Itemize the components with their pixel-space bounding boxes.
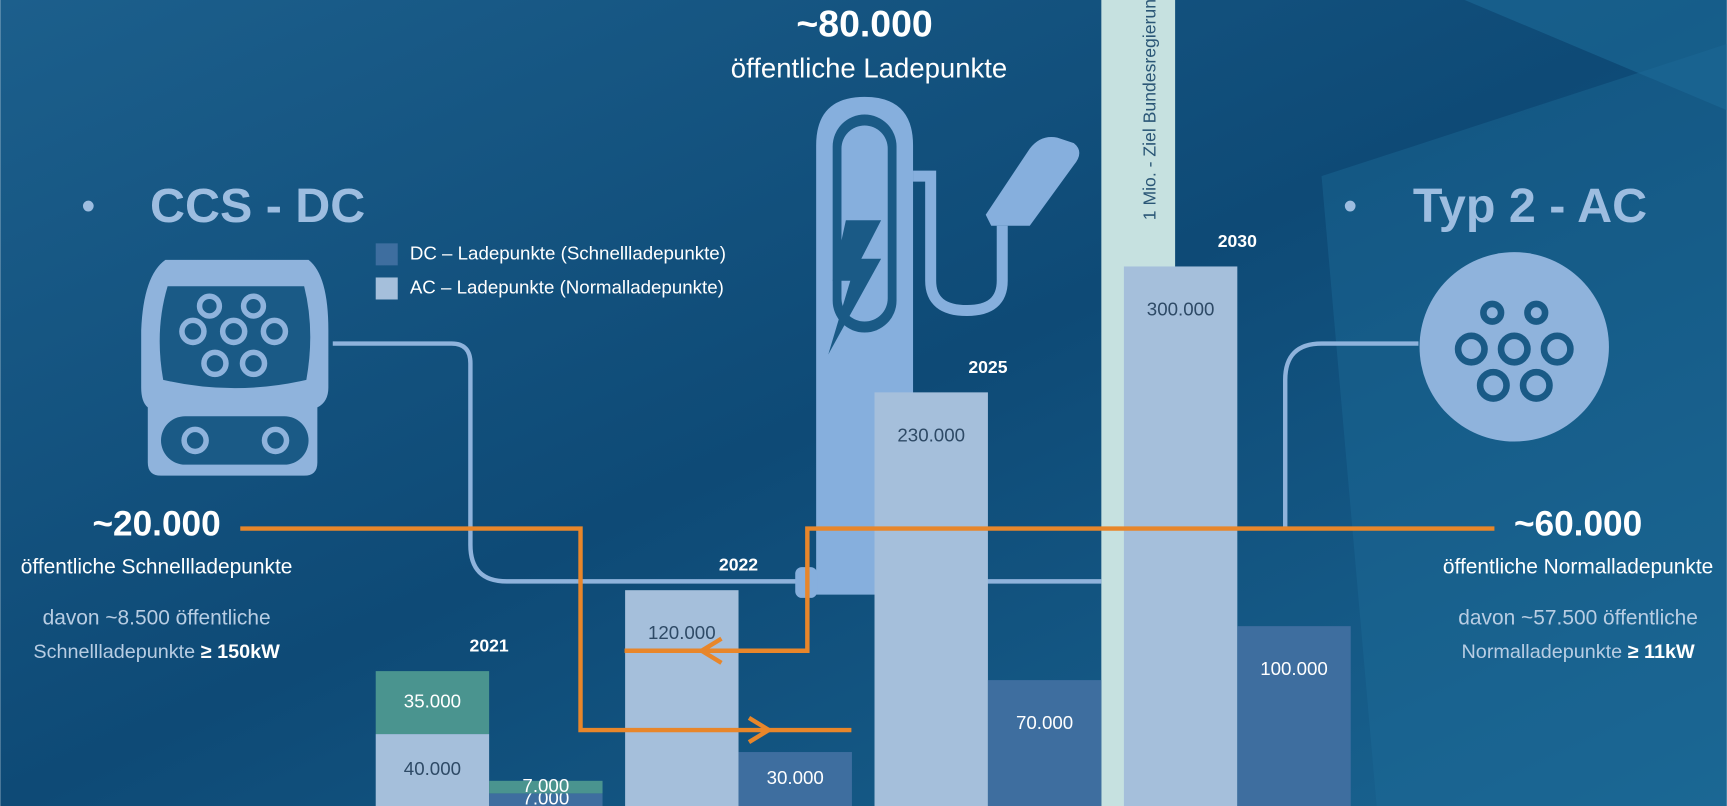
left-note-bold: ≥ 150kW	[201, 641, 280, 663]
right-heading: Typ 2 - AC	[1413, 179, 1647, 233]
category-label: 2022	[719, 555, 758, 575]
category-label: 2025	[968, 357, 1007, 377]
bar	[988, 680, 1101, 806]
value-label: 35.000	[404, 691, 461, 712]
right-note-bold: ≥ 11kW	[1628, 641, 1695, 663]
bar	[1237, 626, 1350, 806]
value-label: 30.000	[767, 767, 824, 788]
left-note: davon ~8.500 öffentliche	[43, 606, 271, 629]
right-note: Normalladepunkte ≥ 11kW	[1462, 641, 1695, 663]
bar	[875, 392, 988, 806]
right-label: öffentliche Normalladepunkte	[1443, 556, 1713, 579]
right-note: davon ~57.500 öffentliche	[1458, 606, 1698, 629]
left-label: öffentliche Schnellladepunkte	[21, 556, 293, 579]
left-count: ~20.000	[92, 505, 220, 544]
value-label: 300.000	[1147, 298, 1215, 319]
category-label: 2021	[470, 636, 509, 656]
value-label: 120.000	[648, 622, 716, 643]
legend-swatch	[376, 243, 398, 265]
total-count: ~80.000	[796, 2, 932, 44]
value-label: 40.000	[404, 758, 461, 779]
left-note: Schnellladepunkte ≥ 150kW	[33, 641, 280, 663]
slide: ~80.000 öffentliche Ladepunkte 1 Mio. - …	[0, 0, 1727, 806]
bullet: •	[1343, 185, 1357, 229]
ccs-icon	[141, 260, 328, 476]
value-label: 70.000	[1016, 712, 1073, 733]
target-note: 1 Mio. - Ziel Bundesregierung	[1140, 0, 1160, 220]
right-note-text: Normalladepunkte	[1462, 641, 1623, 663]
bar	[1124, 266, 1237, 806]
legend-label: DC – Ladepunkte (Schnellladepunkte)	[410, 242, 726, 263]
right-count: ~60.000	[1514, 505, 1642, 544]
value-label: 7.000	[522, 775, 569, 796]
total-label: öffentliche Ladepunkte	[731, 53, 1007, 84]
value-label: 230.000	[897, 424, 965, 445]
left-note-text: Schnellladepunkte	[33, 641, 195, 663]
category-label: 2030	[1218, 231, 1257, 251]
bullet: •	[81, 185, 95, 229]
typ2-icon	[1420, 252, 1609, 441]
legend-swatch	[376, 277, 398, 299]
left-heading: CCS - DC	[150, 179, 365, 233]
value-label: 100.000	[1260, 658, 1328, 679]
legend-label: AC – Ladepunkte (Normalladepunkte)	[410, 276, 724, 297]
